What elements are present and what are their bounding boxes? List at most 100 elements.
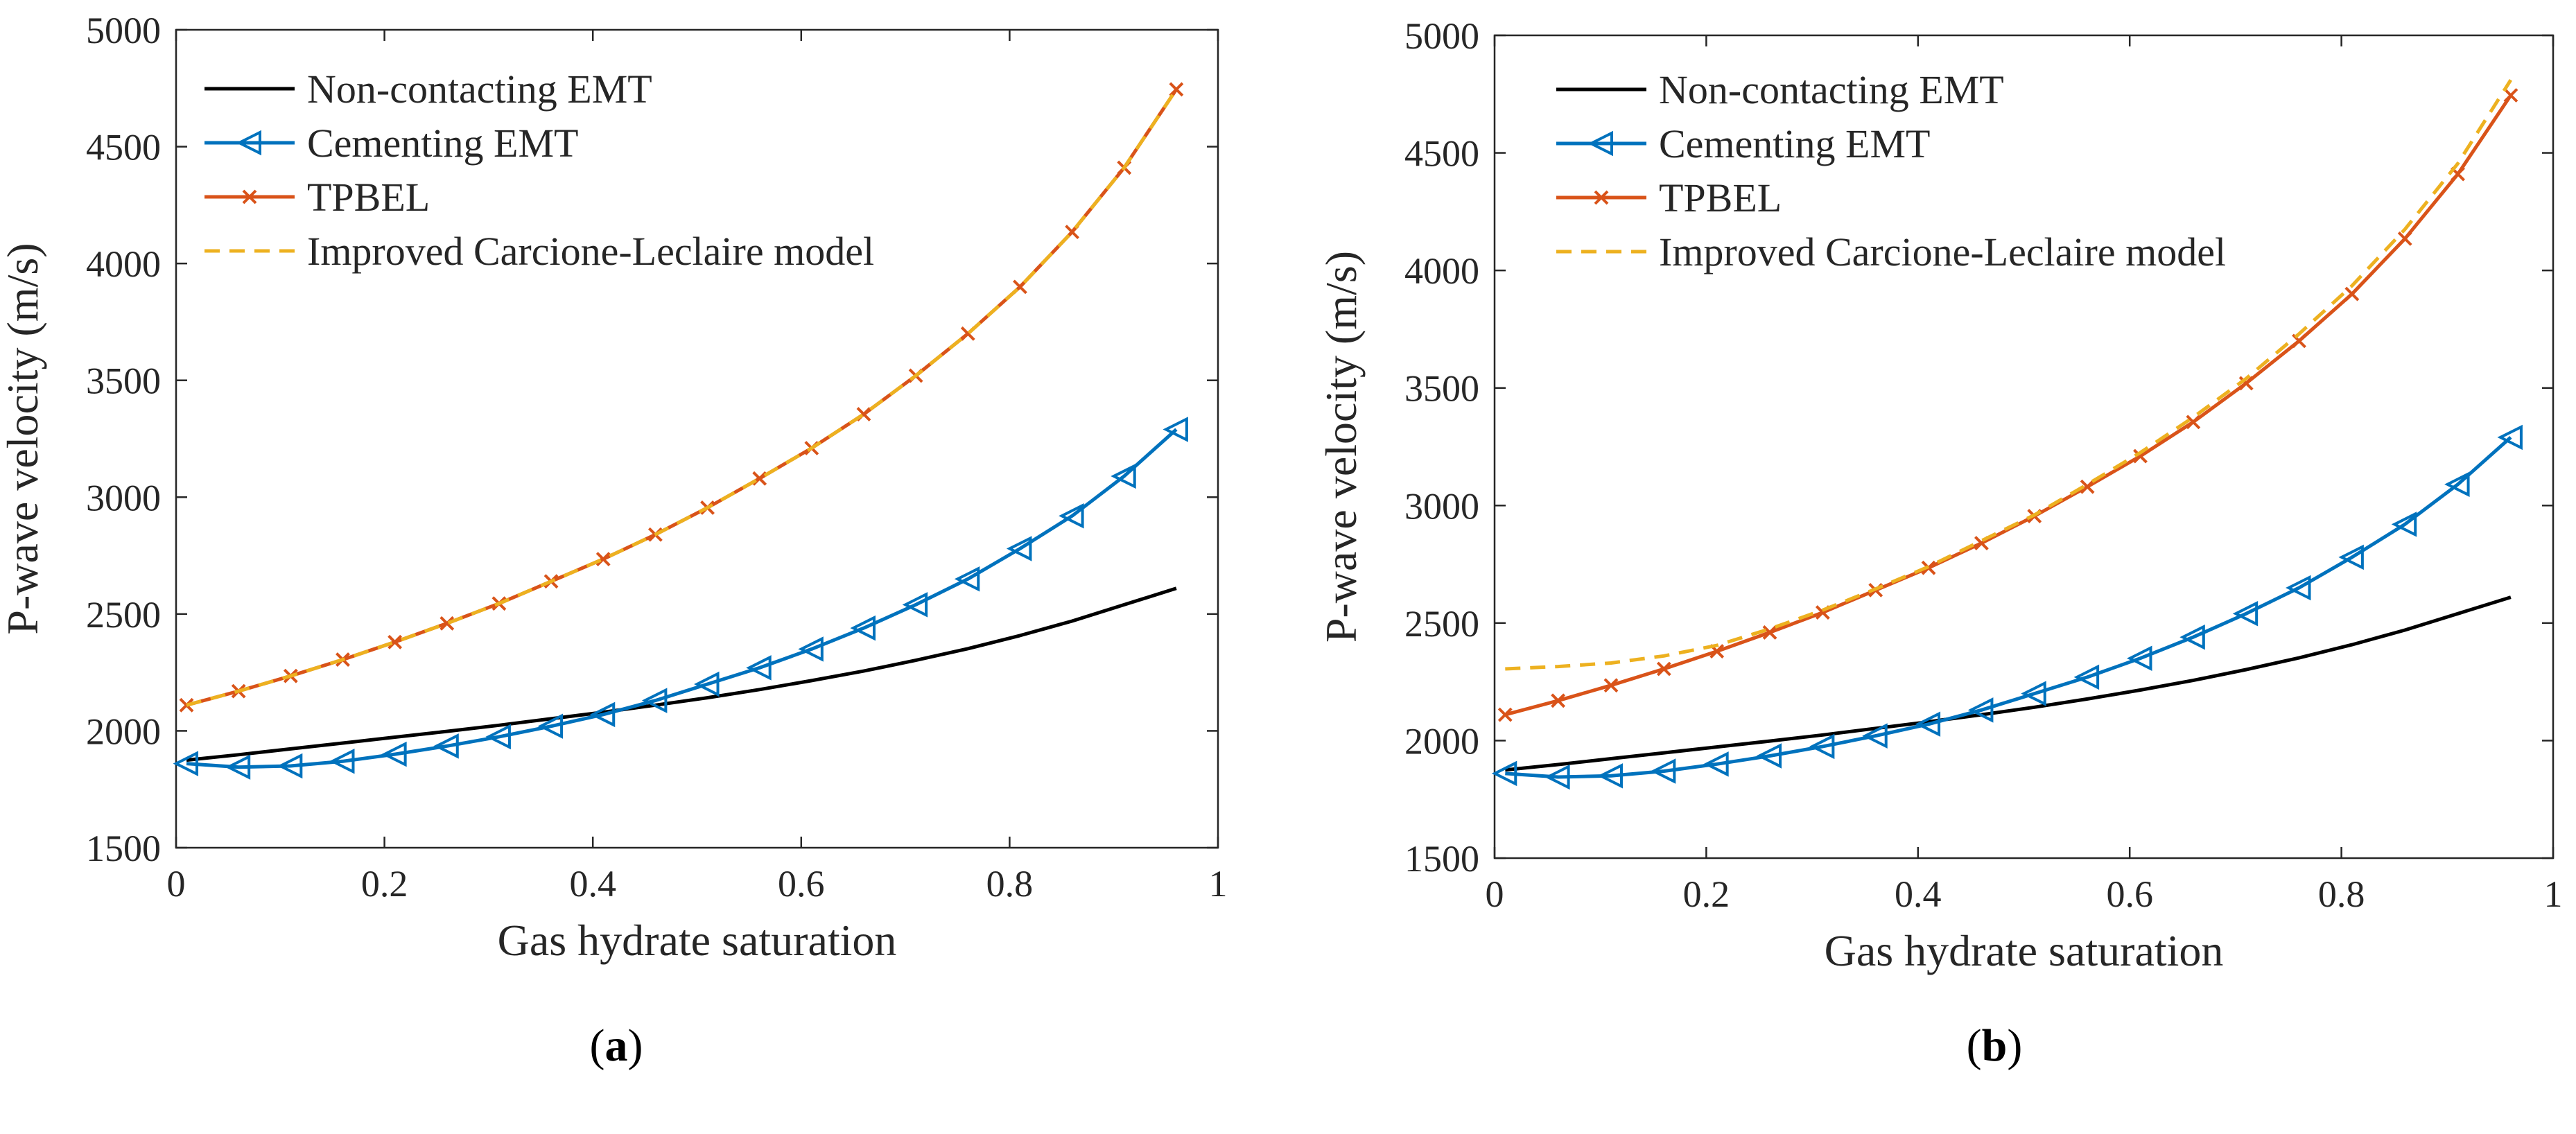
data-point-marker: [2344, 286, 2360, 302]
data-point-marker: [1594, 190, 1609, 205]
series-4: [186, 88, 1178, 707]
x-tick-label: 1: [1209, 863, 1228, 905]
series-line: [186, 88, 1178, 707]
legend-label: Non-contacting EMT: [1659, 67, 2004, 112]
y-tick-label: 3000: [86, 477, 161, 518]
data-point-marker: [2073, 664, 2100, 690]
data-point-marker: [954, 566, 980, 592]
panel-caption-letter: b: [1982, 1020, 2008, 1071]
plot-area: [175, 28, 1219, 849]
y-tick-label: 4500: [1404, 133, 1479, 175]
panel-caption-paren-close: ): [628, 1020, 643, 1071]
legend-entry: TPBEL: [1556, 175, 1782, 220]
y-tick-label: 4000: [86, 243, 161, 285]
legend-entry: Improved Carcione-Leclaire model: [1556, 229, 2226, 274]
data-point-marker: [242, 189, 257, 204]
data-point-marker: [1656, 661, 1671, 677]
legend-entry: Cementing EMT: [204, 121, 578, 166]
data-point-marker: [173, 751, 199, 776]
data-point-marker: [1597, 763, 1623, 789]
data-point-marker: [1603, 678, 1619, 693]
y-axis-title: P-wave velocity (m/s): [0, 243, 47, 634]
series-line: [186, 428, 1178, 769]
series-line: [1505, 436, 2512, 779]
panel-caption: (a): [590, 1020, 643, 1071]
data-point-marker: [798, 636, 824, 662]
data-point-marker: [1762, 625, 1777, 640]
legend-label: Cementing EMT: [1659, 121, 1930, 166]
data-point-marker: [433, 733, 459, 759]
legend-entry: Non-contacting EMT: [204, 67, 652, 112]
data-point-marker: [2232, 601, 2259, 627]
series-4: [1505, 79, 2513, 671]
panel-caption-paren-close: ): [2007, 1020, 2022, 1071]
data-point-marker: [2126, 645, 2152, 671]
y-tick-label: 5000: [86, 10, 161, 51]
y-tick-label: 2000: [86, 710, 161, 752]
legend-label: TPBEL: [1659, 175, 1782, 220]
y-tick-label: 1500: [1404, 838, 1479, 880]
x-tick-label: 0.4: [569, 863, 616, 905]
data-point-marker: [2444, 471, 2470, 497]
data-point-marker: [1169, 82, 1184, 97]
data-point-marker: [902, 592, 928, 618]
data-point-marker: [1915, 711, 1941, 737]
series-1: [186, 586, 1177, 762]
legend-label: Improved Carcione-Leclaire model: [307, 229, 874, 274]
data-point-marker: [1111, 463, 1136, 489]
data-point-marker: [2286, 575, 2311, 601]
series-line: [1505, 595, 2512, 772]
legend-label: TPBEL: [307, 175, 430, 220]
data-point-marker: [746, 655, 772, 681]
data-point-marker: [537, 713, 564, 739]
data-point-marker: [381, 741, 407, 767]
y-tick-label: 2500: [1404, 603, 1479, 645]
legend: Non-contacting EMT Cementing EMT TPBEL Impr…: [204, 67, 874, 274]
data-point-marker: [2503, 88, 2518, 103]
series-2: [173, 417, 1188, 780]
data-point-marker: [589, 701, 616, 728]
y-tick-label: 2500: [86, 594, 161, 636]
data-point-marker: [2133, 448, 2148, 464]
y-tick-label: 3000: [1404, 485, 1479, 527]
data-point-marker: [329, 749, 355, 774]
data-point-marker: [2021, 681, 2046, 706]
series-line: [186, 586, 1177, 762]
y-tick-label: 3500: [86, 360, 161, 402]
x-tick-label: 0.8: [2318, 873, 2365, 915]
data-point-marker: [485, 724, 511, 750]
legend-entry: TPBEL: [204, 175, 430, 220]
data-point-marker: [641, 688, 668, 713]
x-tick-label: 0: [1486, 873, 1504, 915]
x-tick-label: 0.6: [2106, 873, 2153, 915]
legend-label: Non-contacting EMT: [307, 67, 652, 112]
legend-entry: Cementing EMT: [1556, 121, 1930, 166]
data-point-marker: [2397, 231, 2412, 246]
x-tick-label: 0.6: [778, 863, 825, 905]
data-point-marker: [1756, 743, 1782, 769]
data-point-marker: [2497, 424, 2523, 451]
series-2: [1491, 424, 2523, 790]
x-tick-label: 0: [167, 863, 186, 905]
data-point-marker: [1862, 723, 1888, 749]
data-point-marker: [850, 615, 876, 641]
data-point-marker: [388, 634, 403, 649]
y-tick-label: 3500: [1404, 368, 1479, 410]
chart-panel-a: 0 0.2 0.4 0.6 0.8 1 1500 2000 2500 3000 3500 4000 45…: [0, 10, 1228, 1071]
data-point-marker: [2238, 376, 2254, 391]
data-point-marker: [1587, 130, 1613, 157]
x-tick-label: 0.2: [361, 863, 408, 905]
data-point-marker: [1491, 760, 1517, 787]
data-point-marker: [225, 754, 251, 780]
data-point-marker: [2179, 624, 2205, 650]
data-point-marker: [1163, 417, 1188, 442]
y-tick-label: 1500: [86, 828, 161, 869]
y-tick-label: 5000: [1404, 15, 1479, 57]
data-point-marker: [2391, 512, 2417, 537]
x-axis-title: Gas hydrate saturation: [1825, 926, 2224, 975]
data-point-marker: [236, 130, 261, 156]
y-tick-label: 4000: [1404, 250, 1479, 292]
x-tick-label: 0.4: [1895, 873, 1942, 915]
x-tick-label: 1: [2544, 873, 2563, 915]
data-point-marker: [694, 671, 720, 697]
